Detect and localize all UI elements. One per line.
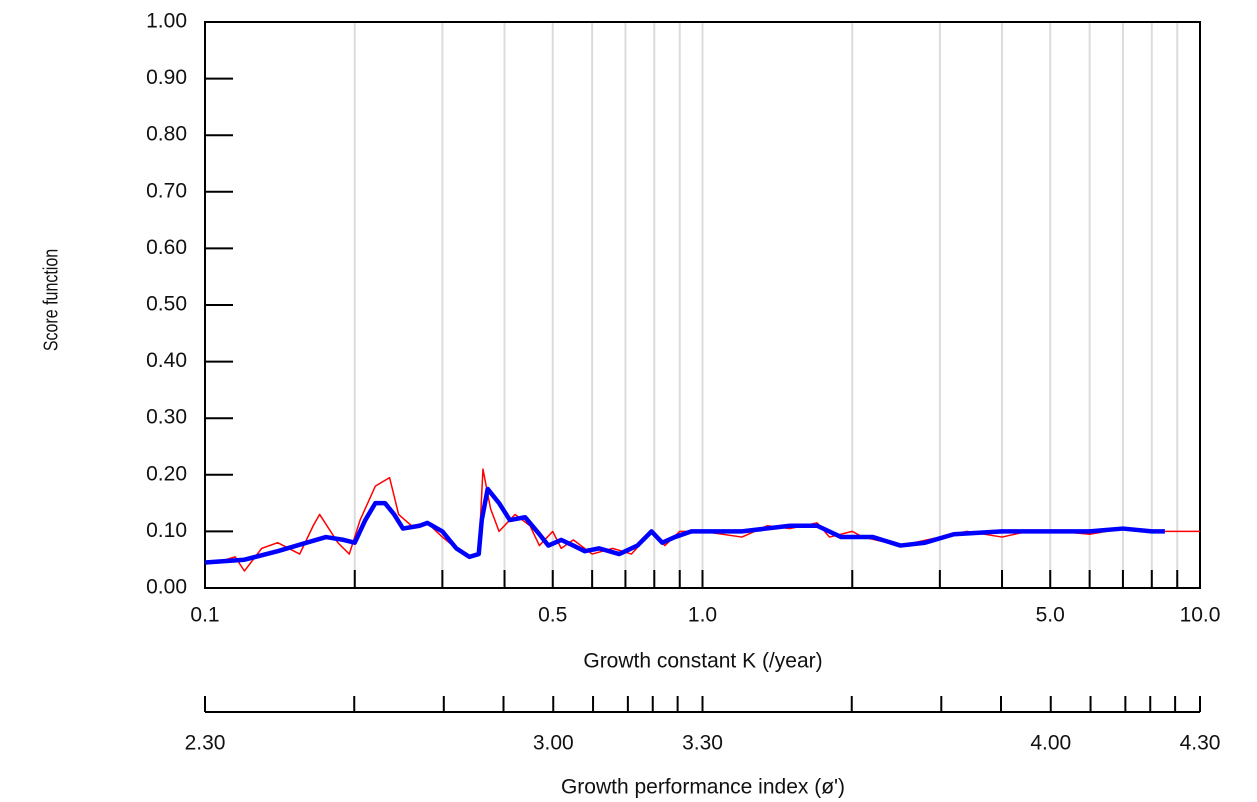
y-tick-label: 0.90 <box>146 66 187 89</box>
x2-tick-label: 4.30 <box>1180 732 1221 755</box>
x-tick-label: 0.1 <box>190 604 219 627</box>
data-line <box>204 486 1165 565</box>
x-tick-label: 0.5 <box>538 604 567 627</box>
x-tick-label: 5.0 <box>1036 604 1065 627</box>
plot-frame <box>204 21 1201 589</box>
x-tick-label: 1.0 <box>688 604 717 627</box>
x-tick-label: 10.0 <box>1180 604 1221 627</box>
x-axis-title: Growth constant K (/year) <box>583 650 822 673</box>
y-tick-label: 0.80 <box>146 123 187 146</box>
y-tick-label: 0.50 <box>146 293 187 316</box>
x2-tick-label: 2.30 <box>185 732 226 755</box>
x2-axis-title: Growth performance index (ø') <box>561 776 845 799</box>
y-tick-label: 1.00 <box>146 10 187 33</box>
x2-tick-label: 3.30 <box>682 732 723 755</box>
y-tick-label: 0.00 <box>146 576 187 599</box>
y-tick-label: 0.30 <box>146 406 187 429</box>
x2-tick-label: 4.00 <box>1030 732 1071 755</box>
y-tick-label: 0.60 <box>146 236 187 259</box>
y-tick-label: 0.40 <box>146 349 187 372</box>
y-tick-label: 0.70 <box>146 179 187 202</box>
y-tick-label: 0.20 <box>146 462 187 485</box>
y-tick-label: 0.10 <box>146 519 187 542</box>
x2-tick-label: 3.00 <box>533 732 574 755</box>
y-axis-title: Score function <box>40 249 62 351</box>
